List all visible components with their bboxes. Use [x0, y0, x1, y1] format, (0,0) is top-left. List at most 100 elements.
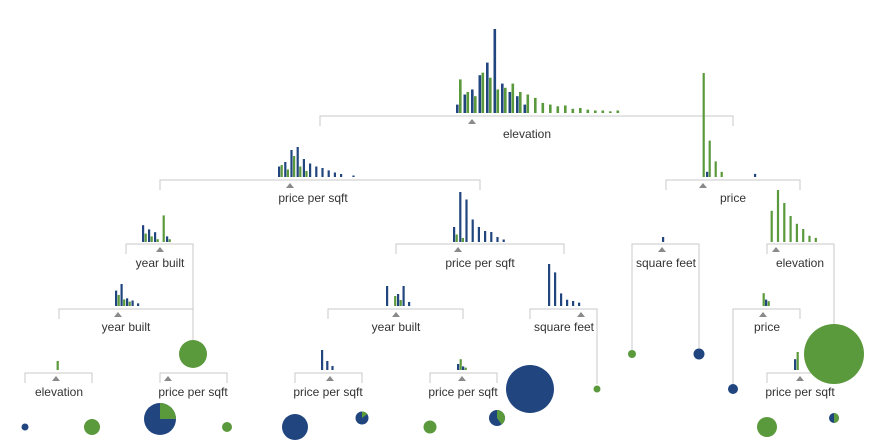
hist-n6-bar-b	[795, 223, 798, 242]
hist-n1-bar-a	[278, 166, 281, 177]
hist-n15-bar-a	[794, 359, 797, 370]
leaf-node-l17-slice-b	[834, 413, 839, 423]
split-marker-n5	[658, 247, 666, 252]
split-marker-n7	[114, 312, 122, 317]
hist-n4-bar-b	[461, 238, 464, 242]
node-label-n14: price per sqft	[428, 385, 498, 399]
hist-n6-bar-b	[783, 203, 786, 242]
hist-n10-bar-b	[762, 293, 765, 306]
hist-n1-bar-a	[302, 159, 305, 177]
hist-n6-bar-b	[808, 235, 811, 242]
hist-n1-bar-a	[309, 163, 312, 177]
hist-n1-bar-a	[290, 150, 293, 177]
node-label-n7: year built	[102, 320, 151, 334]
hist-n4-bar-a	[471, 219, 474, 242]
root-hist-bar-b	[586, 109, 590, 113]
hist-n9-bar-a	[560, 293, 563, 306]
leaf-node-l10	[506, 365, 554, 413]
hist-n7-bar-b	[123, 299, 126, 306]
hist-n2-bar-b	[720, 171, 723, 177]
hist-n1-bar-a	[315, 166, 318, 177]
hist-n6-bar-b	[789, 216, 792, 242]
node-label-n2: price	[720, 191, 746, 205]
node-label-n9: square feet	[534, 320, 595, 334]
hist-n8-bar-b	[399, 300, 402, 306]
hist-n14-bar-b	[464, 367, 467, 370]
hist-n3-bar-b	[168, 239, 171, 242]
split-marker-n1	[286, 183, 294, 188]
split-marker-n3	[156, 247, 164, 252]
hist-n4-bar-a	[459, 192, 462, 242]
root-hist-bar-b	[594, 110, 597, 113]
hist-n4-bar-a	[502, 239, 505, 242]
hist-n6-bar-b	[776, 190, 780, 242]
hist-n7-bar-a	[126, 298, 129, 306]
hist-n4-bar-a	[465, 199, 468, 242]
split-bracket-n11	[24, 372, 93, 383]
root-hist-bar-a	[471, 89, 474, 113]
split-marker-root	[468, 119, 476, 124]
split-bracket-n12	[159, 372, 228, 383]
hist-n9-bar-a	[554, 272, 557, 306]
hist-n7-bar-a	[131, 300, 134, 306]
hist-n13-bar-a	[331, 366, 334, 370]
root-hist-bar-b	[519, 92, 522, 113]
hist-n11-bar-b	[56, 361, 59, 370]
hist-n9-bar-a	[572, 300, 575, 306]
node-label-n15: price per sqft	[765, 385, 835, 399]
hist-n1-bar-b	[299, 166, 302, 177]
hist-n7-bar-b	[117, 295, 120, 306]
hist-n15-bar-b	[796, 352, 799, 370]
hist-n7-bar-a	[115, 290, 118, 306]
split-bracket-n3	[125, 243, 194, 254]
hist-n5-bar-a	[662, 237, 665, 242]
node-histograms	[56, 29, 817, 370]
leaf-node-l7	[423, 420, 437, 434]
leaf-node-l5	[282, 414, 308, 440]
hist-n4-bar-a	[496, 237, 499, 242]
split-marker-n10	[759, 312, 767, 317]
hist-n13-bar-a	[326, 361, 329, 370]
hist-n2-bar-a	[754, 173, 757, 177]
node-label-n13: price per sqft	[293, 385, 363, 399]
split-bracket-n10	[732, 308, 801, 319]
hist-n4-bar-a	[484, 231, 487, 242]
leaf-node-l13	[693, 348, 705, 360]
root-hist-bar-b	[541, 102, 545, 113]
leaf-nodes	[21, 324, 864, 440]
root-hist-bar-a	[516, 96, 519, 113]
hist-n4-bar-b	[455, 234, 458, 242]
hist-n1-bar-a	[352, 175, 355, 177]
split-bracket-n6	[766, 243, 835, 254]
split-bracket-n5	[631, 243, 700, 254]
hist-n9-bar-a	[548, 264, 551, 306]
root-hist-bar-b	[564, 105, 567, 113]
hist-n9-bar-a	[566, 299, 569, 306]
root-hist-bar-b	[481, 72, 485, 113]
root-hist-bar-b	[459, 79, 462, 113]
split-bracket-n13	[294, 372, 363, 383]
hist-n14-bar-b	[459, 359, 462, 370]
leaf-node-l3-slice-b	[160, 403, 176, 419]
root-hist-bar-b	[579, 107, 582, 113]
node-label-root: elevation	[503, 127, 551, 141]
root-hist-bar-b	[474, 96, 477, 113]
hist-n2-bar-b	[714, 161, 717, 177]
node-label-n6: elevation	[776, 256, 824, 270]
hist-n1-bar-a	[340, 174, 343, 177]
hist-n1-bar-b	[280, 165, 283, 177]
root-hist-bar-a	[501, 83, 504, 113]
root-hist-bar-b	[616, 110, 620, 113]
root-hist-bar-a	[523, 104, 527, 113]
hist-n10-bar-a	[765, 299, 768, 306]
root-hist-bar-b	[496, 89, 500, 113]
hist-n8-bar-b	[394, 296, 397, 306]
hist-n8-bar-a	[402, 286, 405, 306]
hist-n3-bar-b	[156, 239, 159, 242]
hist-n1-bar-b	[305, 171, 308, 177]
leaf-node-l12	[628, 350, 636, 358]
hist-n1-bar-a	[284, 162, 287, 177]
split-marker-n9	[577, 312, 585, 317]
split-bracket-n2	[665, 179, 801, 190]
